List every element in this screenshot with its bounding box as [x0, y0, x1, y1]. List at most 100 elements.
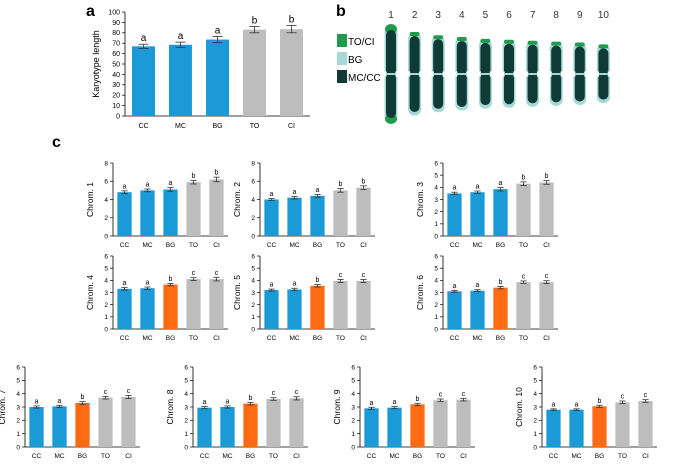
y-tick-label: 0 [104, 233, 108, 240]
chromosome-number: 10 [598, 10, 610, 21]
x-tick-label: BG [496, 335, 505, 342]
bar-mc [52, 406, 67, 447]
significance-letter: a [58, 398, 62, 405]
significance-letter: b [545, 173, 549, 180]
x-tick-label: TO [336, 242, 345, 249]
x-tick-label: BG [313, 242, 322, 249]
x-tick-label: TO [519, 335, 528, 342]
bar-cc [264, 290, 279, 329]
x-tick-label: BG [166, 335, 175, 342]
bar-bg [493, 189, 508, 236]
centromere-notch [478, 71, 481, 77]
centromere-notch [395, 71, 398, 77]
chromosome-number: 9 [577, 10, 583, 21]
centromere-band [409, 73, 420, 75]
significance-letter: b [192, 173, 196, 180]
y-tick-label: 6 [104, 179, 108, 186]
significance-letter: c [621, 394, 625, 401]
significance-letter: b [289, 15, 295, 26]
bar-to [516, 282, 531, 329]
bar-cc [364, 408, 379, 447]
y-tick-label: 5 [434, 173, 438, 180]
y-tick-label: 60 [112, 51, 120, 58]
bar-to [333, 280, 348, 329]
y-tick-label: 2 [184, 418, 188, 425]
bar-mc [387, 407, 402, 447]
chromosome-number: 1 [388, 10, 394, 21]
bar-ci [209, 279, 224, 329]
bar-ci [539, 182, 554, 236]
y-tick-label: 2 [251, 302, 255, 309]
x-tick-label: MC [389, 453, 399, 460]
significance-letter: c [272, 390, 276, 397]
significance-letter: a [123, 183, 127, 190]
bar-to [333, 190, 348, 236]
chart-chrom-9: 0 1 2 3 4 5 6 Chrom. 9 a CC a MC b BG c TO c CI [332, 364, 475, 460]
bar-bg [163, 284, 178, 329]
x-tick-label: CC [120, 335, 130, 342]
karyotype-legend: TO/CI BG MC/CC [337, 34, 381, 84]
centromere-band [551, 73, 562, 75]
significance-letter: b [416, 396, 420, 403]
bar-mc [220, 407, 235, 447]
y-axis-label: Chrom. 4 [85, 275, 95, 310]
y-tick-label: 1 [16, 431, 20, 438]
y-axis-label: Chrom. 3 [415, 182, 425, 217]
y-tick-label: 4 [533, 391, 537, 398]
bar-ci [356, 187, 371, 236]
x-tick-label: CC [367, 453, 377, 460]
y-tick-label: 0 [533, 444, 537, 451]
x-tick-label: CI [213, 335, 220, 342]
y-tick-label: 0 [434, 326, 438, 333]
chromosome-number: 6 [506, 10, 512, 21]
significance-letter: b [215, 170, 219, 177]
x-tick-label: CC [267, 242, 277, 249]
y-tick-label: 5 [533, 378, 537, 385]
significance-letter: c [362, 272, 366, 279]
y-tick-label: 2 [104, 215, 108, 222]
chromosome-number: 5 [483, 10, 489, 21]
y-tick-label: 5 [351, 378, 355, 385]
x-tick-label: BG [496, 242, 505, 249]
chart-chrom-1: 0 2 4 6 8 Chrom. 1 a CC a MC a BG b TO b CI [85, 160, 228, 249]
chromosome-to-ci-cap [433, 35, 444, 40]
significance-letter: c [295, 389, 299, 396]
y-tick-label: 6 [434, 160, 438, 167]
x-tick-label: CI [213, 242, 220, 249]
centromere-notch [502, 71, 505, 77]
chromosome-to-ci-cap [598, 44, 609, 49]
bar-cc [546, 409, 561, 447]
bar-ci [289, 398, 304, 447]
bar-ci [456, 399, 471, 447]
centromere-notch [442, 71, 446, 77]
y-tick-label: 8 [104, 160, 108, 167]
y-tick-label: 1 [434, 221, 438, 228]
significance-letter: a [270, 282, 274, 289]
x-tick-label: MC [222, 453, 232, 460]
bar-to [186, 182, 201, 236]
bar-mc [470, 290, 485, 329]
y-tick-label: 0 [184, 444, 188, 451]
y-tick-label: 2 [351, 418, 355, 425]
y-tick-label: 2 [533, 418, 537, 425]
y-tick-label: 80 [112, 30, 120, 37]
significance-letter: a [141, 33, 147, 44]
significance-letter: a [476, 183, 480, 190]
significance-letter: a [552, 401, 556, 408]
significance-letter: a [453, 283, 457, 290]
y-tick-label: 3 [184, 404, 188, 411]
panel-label-c: c [52, 134, 61, 151]
x-tick-label: TO [436, 453, 445, 460]
panel-label-a: a [86, 3, 95, 20]
significance-letter: a [203, 399, 207, 406]
y-tick-label: 2 [434, 302, 438, 309]
y-tick-label: 3 [434, 197, 438, 204]
centromere-band [433, 73, 444, 75]
bar-to [615, 402, 630, 447]
y-tick-label: 6 [434, 253, 438, 260]
centromere-notch [431, 71, 434, 77]
chart-chrom-4: 0 1 2 3 4 5 6 Chrom. 4 a CC a MC b BG c TO c CI [85, 253, 228, 342]
chart-chrom-5: 0 1 2 3 4 5 6 Chrom. 5 a CC a MC b BG c TO c CI [232, 253, 375, 342]
x-tick-label: CI [293, 453, 300, 460]
significance-letter: a [370, 400, 374, 407]
